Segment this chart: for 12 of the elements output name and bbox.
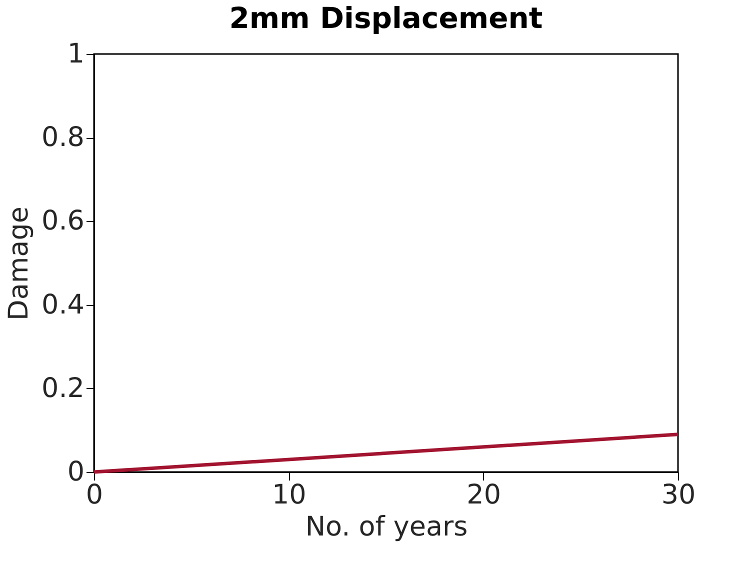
y-tick-label: 0 (67, 456, 84, 488)
x-axis-title: No. of years (305, 512, 468, 542)
x-tick-label: 10 (272, 480, 306, 510)
y-tick-label: 1 (67, 38, 84, 70)
y-tick-label: 0.8 (42, 122, 84, 154)
y-axis-title: Damage (4, 206, 35, 320)
x-tick-label: 20 (466, 480, 502, 510)
chart-title: 2mm Displacement (229, 1, 543, 35)
y-tick-label: 0.4 (42, 289, 84, 320)
x-tick-label: 30 (661, 480, 696, 510)
y-tick-label: 0.6 (42, 206, 84, 237)
y-tick-label: 0.2 (42, 372, 84, 404)
